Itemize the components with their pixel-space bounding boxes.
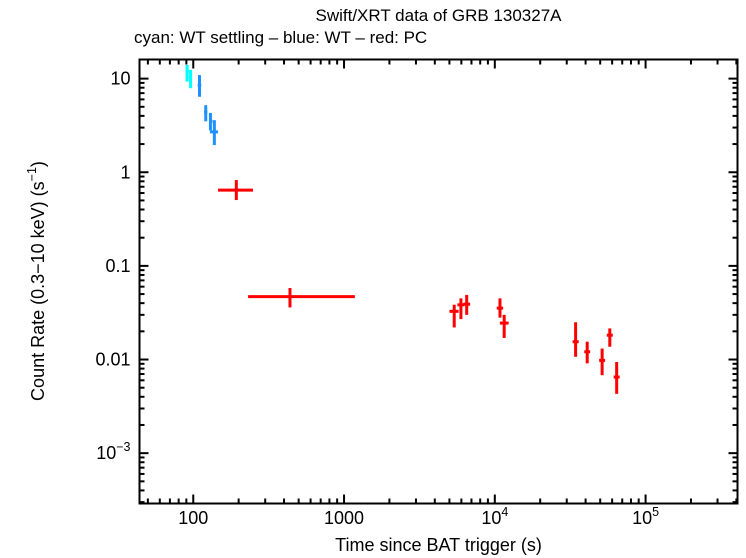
x-tick-label: 1000 — [324, 508, 364, 528]
y-tick-label: 1 — [120, 162, 130, 182]
x-tick-label: 104 — [481, 505, 508, 528]
y-tick-label: 10−3 — [96, 440, 130, 463]
y-tick-label: 0.01 — [95, 350, 130, 370]
chart-title: Swift/XRT data of GRB 130327A — [315, 6, 562, 25]
y-axis-title: Count Rate (0.3−10 keV) (s−1) — [25, 161, 48, 401]
y-tick-label: 10 — [110, 69, 130, 89]
x-axis-title: Time since BAT trigger (s) — [335, 535, 542, 555]
plot-frame — [138, 58, 739, 505]
x-tick-label: 105 — [632, 505, 659, 528]
series-wt — [197, 75, 219, 146]
y-tick-label: 0.1 — [105, 256, 130, 276]
series-pc — [218, 180, 620, 394]
series-wt-settling — [185, 64, 193, 89]
x-tick-label: 100 — [178, 508, 208, 528]
chart-subtitle: cyan: WT settling – blue: WT – red: PC — [134, 28, 428, 47]
